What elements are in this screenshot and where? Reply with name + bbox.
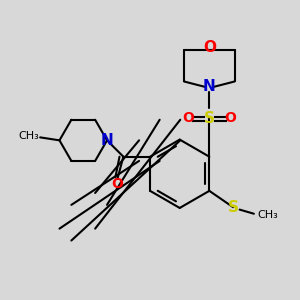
Text: N: N	[203, 79, 216, 94]
Text: O: O	[182, 111, 194, 125]
Text: O: O	[203, 40, 216, 56]
Text: O: O	[224, 111, 236, 125]
Text: O: O	[112, 177, 123, 191]
Text: S: S	[228, 200, 238, 215]
Text: S: S	[204, 110, 215, 125]
Text: N: N	[100, 133, 113, 148]
Text: CH₃: CH₃	[257, 210, 278, 220]
Text: CH₃: CH₃	[18, 131, 39, 141]
